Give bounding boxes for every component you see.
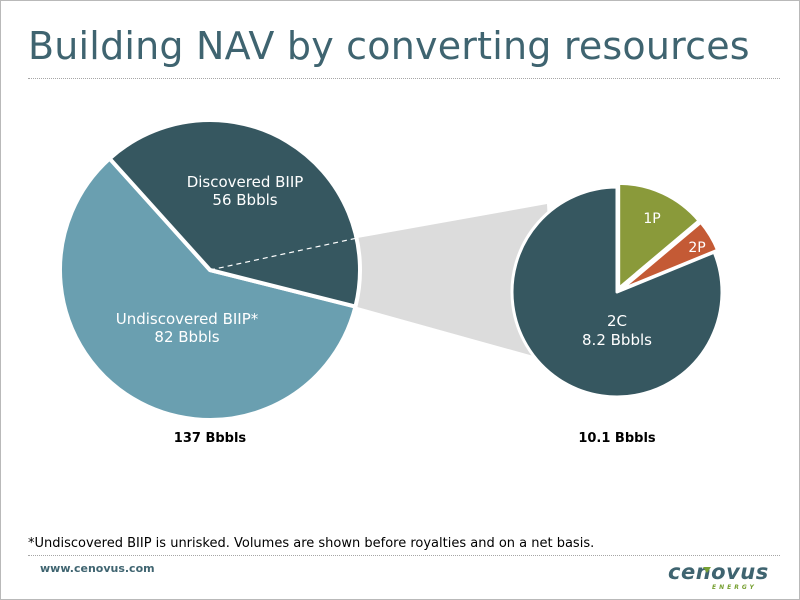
- discovered-split-line: [209, 237, 355, 271]
- p2-slice: [618, 220, 720, 292]
- discovered-breakdown-pie: [510, 181, 724, 399]
- c2-value: 8.2 Bbbls: [582, 331, 652, 349]
- page-title: Building NAV by converting resources: [28, 24, 750, 68]
- logo-wordmark: cenovus: [668, 560, 769, 584]
- right-total-label: 10.1 Bbbls: [578, 431, 656, 446]
- p1-slice: [617, 181, 701, 290]
- c2-label: 2C: [607, 312, 627, 330]
- left-total-label: 137 Bbbls: [174, 431, 247, 446]
- connector-band: [355, 204, 555, 362]
- undiscovered-slice: [58, 156, 358, 422]
- undiscovered-label: Undiscovered BIIP*: [116, 310, 259, 328]
- footer-divider: [28, 555, 780, 556]
- title-divider: [28, 78, 780, 79]
- website-link[interactable]: www.cenovus.com: [40, 562, 155, 575]
- discovered-slice: [107, 118, 362, 309]
- undiscovered-value: 82 Bbbls: [154, 328, 219, 346]
- logo-subtitle: ENERGY: [712, 584, 757, 591]
- logo-accent-mark: [703, 567, 711, 573]
- footnote: *Undiscovered BIIP is unrisked. Volumes …: [28, 536, 595, 551]
- p1-label: 1P: [643, 211, 660, 227]
- resource-pie: [58, 118, 362, 422]
- c2-slice: [510, 185, 724, 399]
- discovered-value: 56 Bbbls: [212, 191, 277, 209]
- p2-label: 2P: [688, 240, 705, 256]
- pie-charts: Discovered BIIP 56 Bbbls Undiscovered BI…: [58, 118, 724, 446]
- discovered-label: Discovered BIIP: [187, 173, 304, 191]
- cenovus-logo: cenovus ENERGY: [668, 560, 768, 596]
